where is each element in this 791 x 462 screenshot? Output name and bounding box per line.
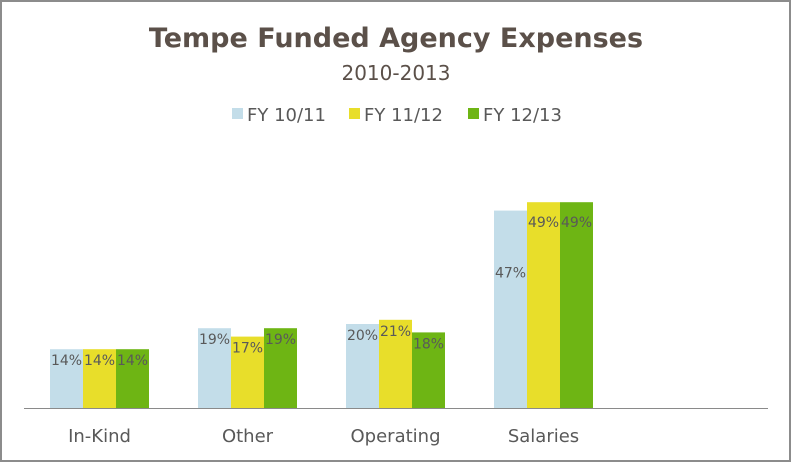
bar-operating-series-1 xyxy=(346,324,379,408)
x-tick-label: In-Kind xyxy=(68,426,131,447)
data-labels: 14% 14% 14%19%17%19% 20% 21%18%47%49% 49% xyxy=(51,215,592,369)
bar-salaries-series-2 xyxy=(527,202,560,408)
x-tick-label: Other xyxy=(222,426,274,447)
bar-in-kind-series-1 xyxy=(50,349,83,408)
bar-operating-series-3 xyxy=(412,332,445,408)
legend: FY 10/11 FY 11/12 FY 12/13 xyxy=(232,105,562,126)
chart-subtitle: 2010-2013 xyxy=(341,61,450,85)
legend-label-3: FY 12/13 xyxy=(483,105,562,126)
bar-other-series-2 xyxy=(231,336,264,408)
bar-other-series-3 xyxy=(264,328,297,408)
data-label: 47% xyxy=(495,266,526,282)
bar-salaries-series-3 xyxy=(560,202,593,408)
data-label: 49% xyxy=(561,215,592,231)
data-label: 14% xyxy=(51,353,82,369)
chart-title: Tempe Funded Agency Expenses xyxy=(149,23,643,54)
data-label: 49% xyxy=(528,215,559,231)
legend-label-2: FY 11/12 xyxy=(364,105,443,126)
bar-salaries-series-1 xyxy=(494,210,527,408)
legend-swatch-1 xyxy=(232,108,243,119)
x-tick-labels: In-Kind Other Operating Salaries xyxy=(68,426,579,447)
bar-operating-series-2 xyxy=(379,319,412,408)
legend-swatch-2 xyxy=(349,108,360,119)
bar-in-kind-series-2 xyxy=(83,349,116,408)
data-label: 14% xyxy=(84,353,115,369)
x-tick-label: Salaries xyxy=(508,426,579,447)
data-label: 21% xyxy=(380,324,411,340)
data-label: 18% xyxy=(413,336,444,352)
data-label: 17% xyxy=(232,341,263,357)
bar-in-kind-series-3 xyxy=(116,349,149,408)
data-label: 20% xyxy=(347,328,378,344)
data-label: 19% xyxy=(265,332,296,348)
legend-swatch-3 xyxy=(468,108,479,119)
data-label: 19% xyxy=(199,332,230,348)
legend-label-1: FY 10/11 xyxy=(247,105,326,126)
bar-other-series-1 xyxy=(198,328,231,408)
data-label: 14% xyxy=(117,353,148,369)
bars xyxy=(50,202,593,408)
x-tick-label: Operating xyxy=(351,426,441,447)
